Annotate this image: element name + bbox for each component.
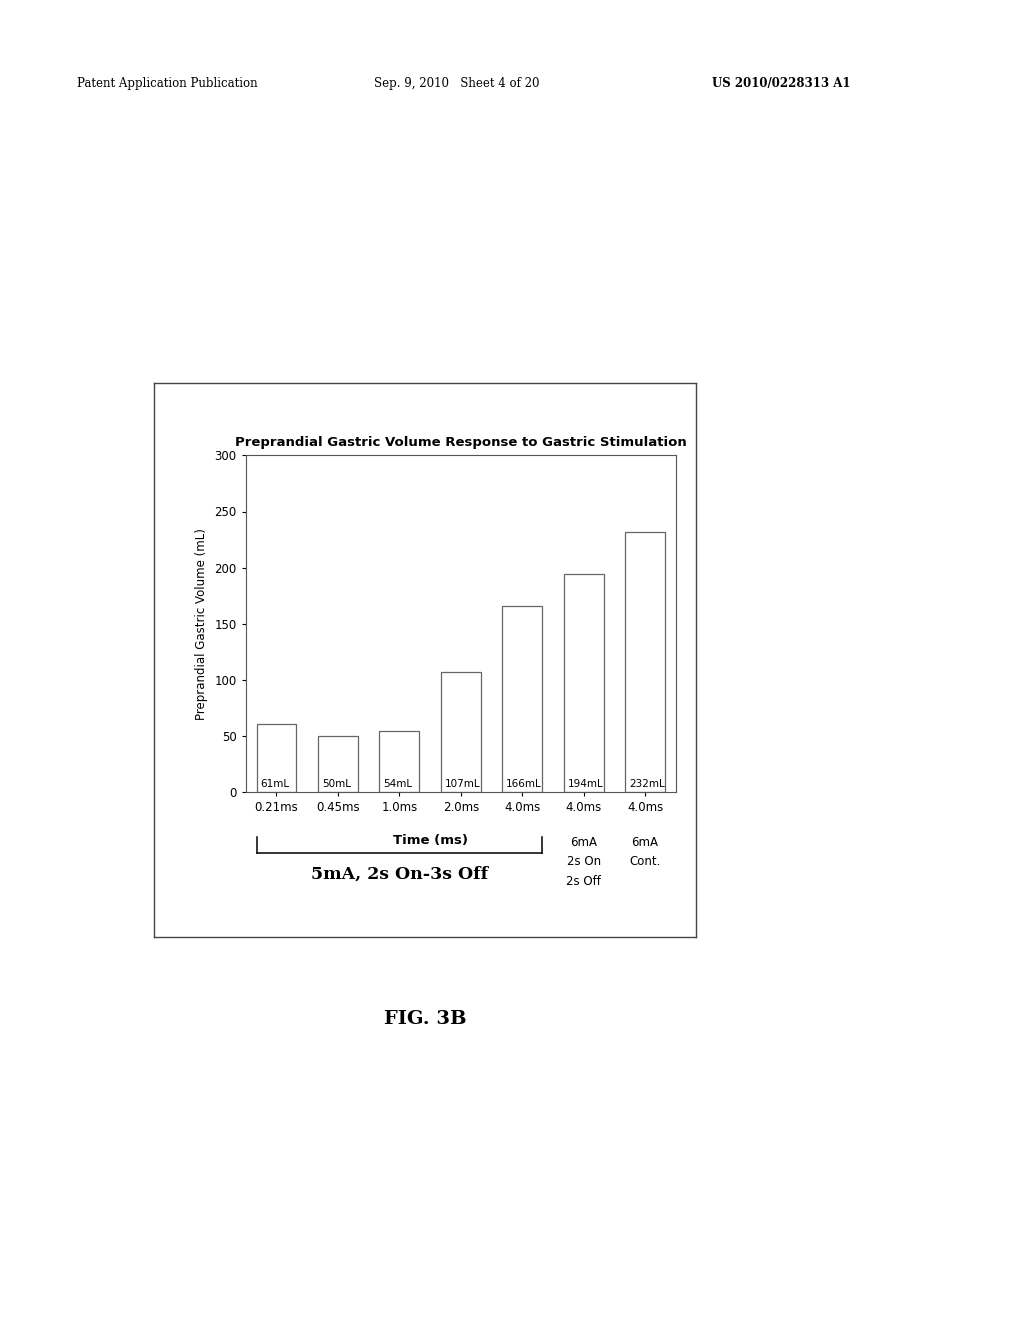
Text: 54mL: 54mL xyxy=(383,779,413,788)
Text: 232mL: 232mL xyxy=(629,779,665,788)
Bar xyxy=(380,731,420,792)
Text: 6mA: 6mA xyxy=(570,836,597,849)
Text: 61mL: 61mL xyxy=(260,779,290,788)
Text: Patent Application Publication: Patent Application Publication xyxy=(77,77,257,90)
Text: Sep. 9, 2010   Sheet 4 of 20: Sep. 9, 2010 Sheet 4 of 20 xyxy=(374,77,540,90)
Bar xyxy=(625,532,666,792)
Bar xyxy=(440,672,481,792)
Bar xyxy=(503,606,543,792)
Text: 107mL: 107mL xyxy=(444,779,480,788)
Text: 5mA, 2s On-3s Off: 5mA, 2s On-3s Off xyxy=(311,866,487,883)
Title: Preprandial Gastric Volume Response to Gastric Stimulation: Preprandial Gastric Volume Response to G… xyxy=(234,436,687,449)
Bar xyxy=(256,723,297,792)
Text: 2s Off: 2s Off xyxy=(566,875,601,888)
Text: 166mL: 166mL xyxy=(506,779,542,788)
Text: FIG. 3B: FIG. 3B xyxy=(384,1010,466,1028)
Y-axis label: Preprandial Gastric Volume (mL): Preprandial Gastric Volume (mL) xyxy=(195,528,208,719)
Text: Cont.: Cont. xyxy=(630,855,660,869)
Text: 2s On: 2s On xyxy=(566,855,601,869)
Text: 50mL: 50mL xyxy=(322,779,351,788)
Bar xyxy=(317,737,358,792)
Text: Time (ms): Time (ms) xyxy=(393,834,468,847)
Text: 194mL: 194mL xyxy=(567,779,603,788)
Text: US 2010/0228313 A1: US 2010/0228313 A1 xyxy=(712,77,850,90)
Text: 6mA: 6mA xyxy=(632,836,658,849)
Bar xyxy=(563,574,604,792)
